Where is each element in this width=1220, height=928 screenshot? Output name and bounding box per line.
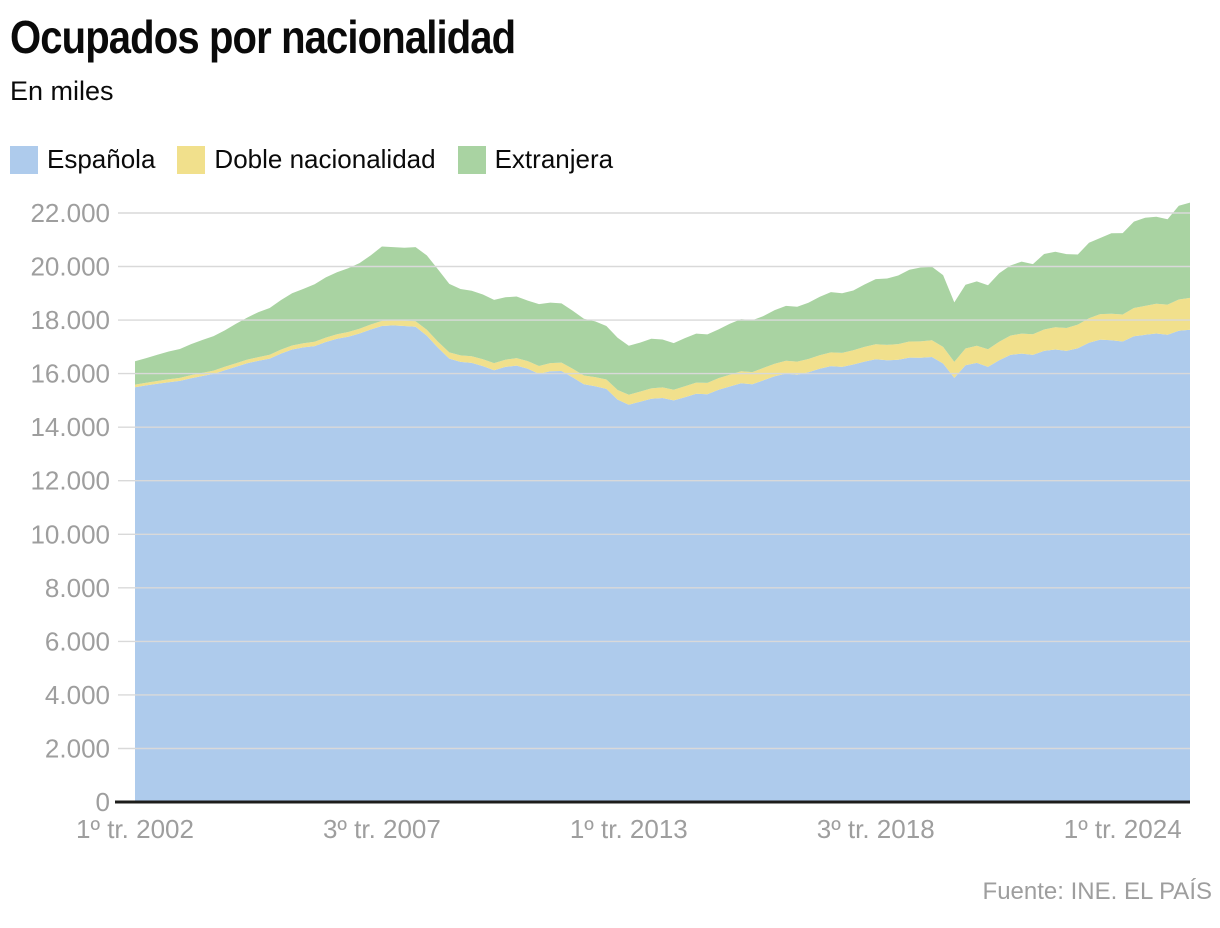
y-tick-label: 22.000 — [30, 198, 110, 228]
x-tick-label: 1º tr. 2024 — [1064, 814, 1182, 844]
chart-subtitle: En miles — [10, 76, 114, 106]
x-tick-label: 3º tr. 2007 — [323, 814, 441, 844]
y-tick-label: 16.000 — [30, 359, 110, 389]
legend-item-espanola: Española — [10, 144, 155, 175]
legend-swatch-doble-nacionalidad — [177, 145, 206, 174]
legend: Española Doble nacionalidad Extranjera — [10, 144, 613, 175]
y-tick-label: 8.000 — [45, 573, 110, 603]
y-axis-labels: 0 2.000 4.000 6.000 8.000 10.000 12.000 14.000 1… — [30, 198, 110, 817]
legend-label-extranjera: Extranjera — [494, 144, 614, 174]
area-espanola — [135, 325, 1190, 802]
y-tick-label: 20.000 — [30, 252, 110, 282]
y-tick-label: 12.000 — [30, 466, 110, 496]
legend-label-espanola: Española — [47, 144, 156, 174]
y-tick-label: 0 — [96, 787, 110, 817]
legend-swatch-espanola — [10, 145, 38, 174]
legend-item-extranjera: Extranjera — [457, 144, 614, 175]
legend-label-doble-nacionalidad: Doble nacionalidad — [214, 144, 436, 174]
source-credit: Fuente: INE. EL PAÍS — [982, 878, 1212, 905]
stacked-area-chart: 0 2.000 4.000 6.000 8.000 10.000 12.000 14.000 1… — [30, 198, 1190, 844]
area-extranjera — [135, 202, 1190, 395]
y-tick-label: 18.000 — [30, 305, 110, 335]
x-tick-label: 1º tr. 2002 — [76, 814, 194, 844]
y-tick-label: 2.000 — [45, 734, 110, 764]
area-doble-nacionalidad — [135, 297, 1190, 405]
y-gridlines — [118, 212, 1190, 750]
y-tick-label: 14.000 — [30, 412, 110, 442]
y-tick-label: 10.000 — [30, 519, 110, 549]
legend-swatch-extranjera — [457, 145, 486, 174]
x-tick-label: 1º tr. 2013 — [570, 814, 688, 844]
x-axis-labels: 1º tr. 2002 3º tr. 2007 1º tr. 2013 3º tr. … — [76, 814, 1182, 844]
y-tick-label: 6.000 — [45, 626, 110, 656]
x-tick-label: 3º tr. 2018 — [817, 814, 935, 844]
chart-title: Ocupados por nacionalidad — [10, 11, 516, 63]
y-tick-label: 4.000 — [45, 680, 110, 710]
stacked-areas — [135, 202, 1190, 802]
legend-item-doble-nacionalidad: Doble nacionalidad — [177, 144, 436, 175]
